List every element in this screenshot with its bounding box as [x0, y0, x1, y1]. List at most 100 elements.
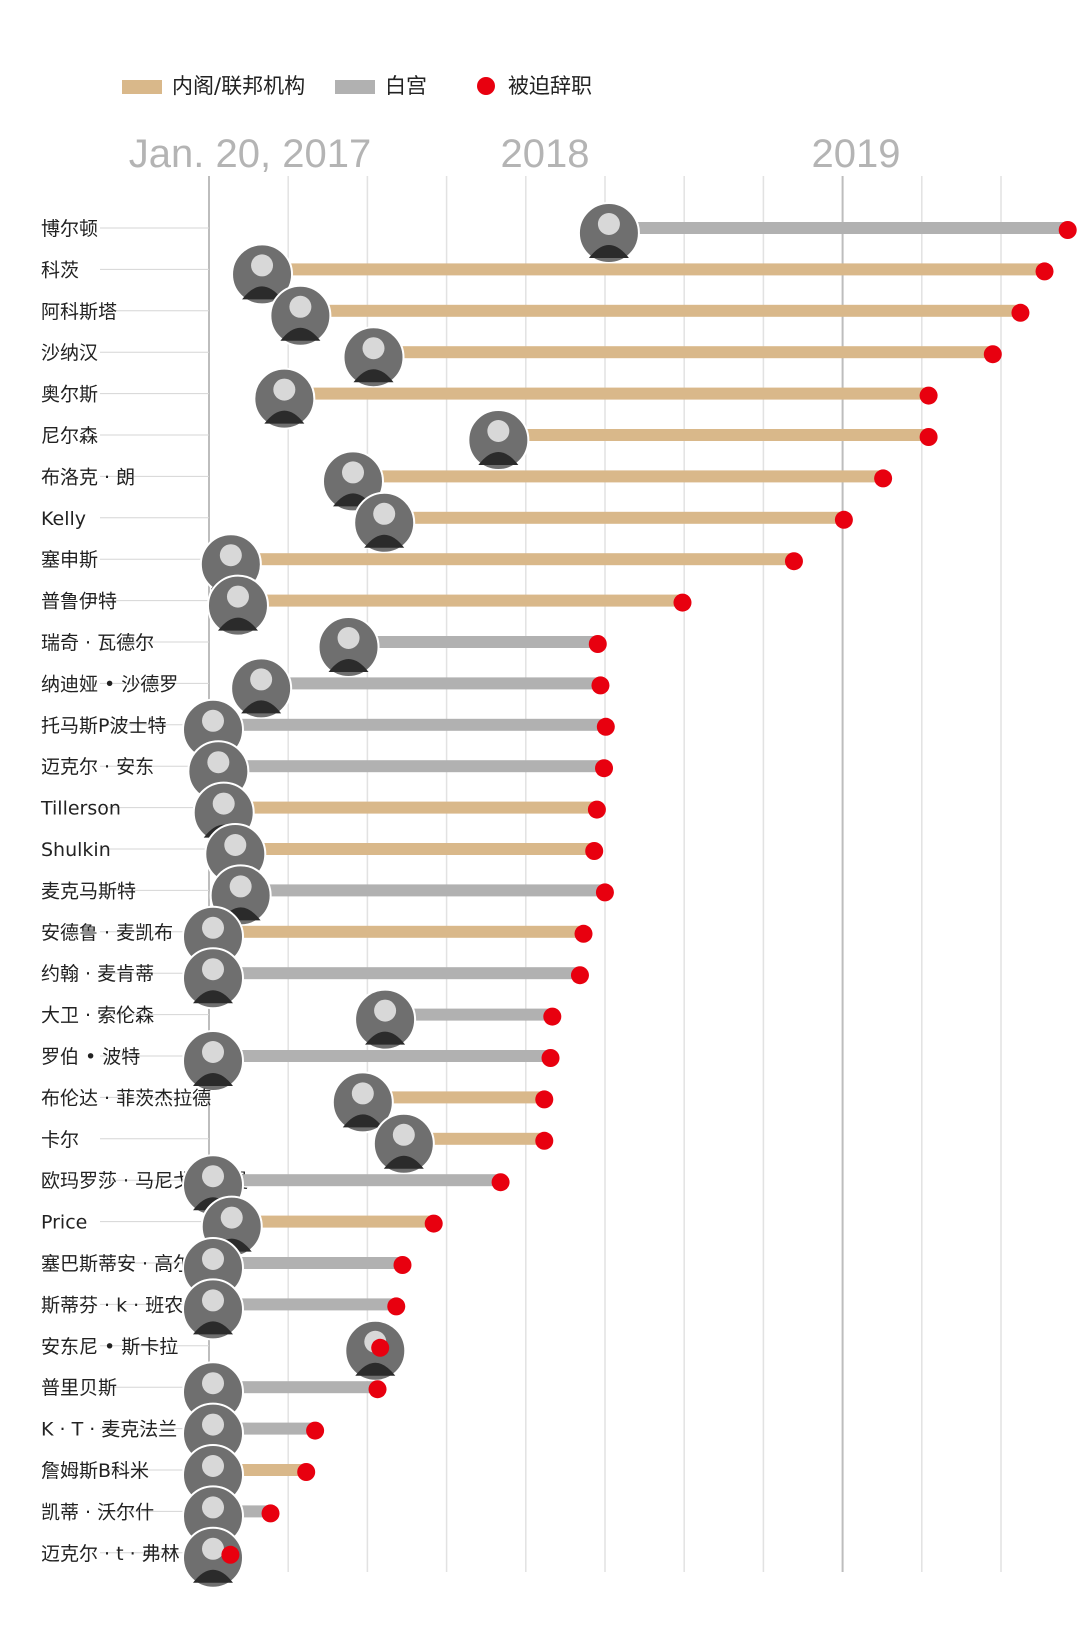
- timeline-row: 卡尔: [41, 1112, 554, 1175]
- tenure-bar: [209, 1298, 397, 1311]
- forced-resignation-dot: [1035, 262, 1054, 281]
- portrait-face: [392, 1123, 415, 1146]
- row-name-label: 安东尼 • 斯卡拉: [41, 1336, 178, 1358]
- tenure-bar: [209, 1257, 403, 1269]
- forced-resignation-dot: [585, 842, 604, 860]
- timeline-row: 布洛克 · 朗: [41, 450, 893, 513]
- tenure-bar: [380, 511, 844, 524]
- timeline-row: Price: [41, 1195, 443, 1258]
- grid: [208, 176, 1002, 1572]
- portrait-body: [242, 286, 283, 300]
- portrait-body: [241, 700, 282, 714]
- legend-label-cabinet: 内阁/联邦机构: [172, 74, 305, 98]
- row-name-label: 瑞奇 · 瓦德尔: [41, 632, 154, 654]
- legend-label-forced: 被迫辞职: [508, 74, 592, 98]
- tenure-bar: [209, 1174, 501, 1187]
- portrait-face: [202, 1372, 224, 1395]
- row-name-label: 奥尔斯: [41, 384, 98, 406]
- timeline-row: 普鲁伊特: [41, 574, 692, 637]
- timeline-row: 迈克尔 · 安东: [41, 740, 614, 803]
- forced-resignation-dot: [574, 924, 593, 943]
- row-name-label: 博尔顿: [41, 218, 98, 240]
- row-name-label: 塞巴斯蒂安 · 高尔卡: [41, 1253, 211, 1275]
- tenure-bar: [227, 1215, 434, 1228]
- row-name-label: 约翰 · 麦肯蒂: [41, 963, 154, 985]
- forced-resignation-dot: [919, 428, 938, 446]
- timeline-row: 安德鲁 · 麦凯布: [41, 905, 593, 968]
- portrait-face: [202, 1248, 224, 1270]
- legend-label-white-house: 白宫: [385, 74, 427, 98]
- tenure-bar: [358, 1091, 545, 1104]
- portrait-body: [353, 369, 394, 383]
- tenure-bar: [399, 1132, 545, 1145]
- tenure-bar: [296, 304, 1021, 317]
- tenure-bar: [209, 1381, 378, 1394]
- portrait-face: [250, 668, 273, 691]
- tenure-bar: [231, 843, 595, 855]
- row-name-label: 斯蒂芬 · k · 班农: [41, 1294, 183, 1316]
- timeline-row: 科茨: [41, 243, 1054, 306]
- forced-resignation-dot: [596, 717, 615, 736]
- row-name-label: 麦克马斯特: [41, 880, 136, 902]
- tenure-bar: [219, 801, 597, 814]
- portrait-face: [351, 1082, 374, 1105]
- tenure-bar: [209, 718, 606, 731]
- portrait-face: [220, 1206, 243, 1229]
- forced-resignation-dot: [595, 883, 614, 902]
- row-name-label: 科茨: [41, 259, 79, 281]
- x-tick-label: Jan. 20, 2017: [129, 132, 371, 176]
- forced-resignation-dot: [570, 966, 589, 985]
- forced-resignation-dot: [387, 1297, 406, 1316]
- portrait-face: [362, 337, 385, 360]
- row-name-label: 布伦达 · 菲茨杰拉德: [41, 1087, 211, 1109]
- row-name-label: 普鲁伊特: [41, 591, 117, 613]
- timeline-row: Kelly: [41, 491, 853, 554]
- portrait-face: [219, 544, 242, 567]
- tenure-bar: [369, 346, 993, 359]
- row-name-label: 詹姆斯B科米: [41, 1460, 149, 1482]
- portrait-body: [364, 534, 405, 548]
- forced-resignation-dot: [588, 635, 607, 653]
- timeline-row: 奥尔斯: [41, 367, 938, 430]
- row-name-label: 阿科斯塔: [41, 301, 117, 323]
- forced-resignation-dot: [983, 345, 1002, 364]
- portrait-body: [193, 1569, 233, 1583]
- row-name-label: Shulkin: [41, 839, 111, 861]
- timeline-row: 博尔顿: [41, 202, 1077, 264]
- row-name-label: 普里贝斯: [41, 1377, 117, 1399]
- forced-resignation-dot: [297, 1463, 316, 1481]
- forced-resignation-dot: [595, 759, 614, 778]
- forced-resignation-dot: [874, 469, 893, 488]
- legend: 内阁/联邦机构 白宫 被迫辞职: [122, 74, 592, 98]
- portrait-face: [341, 461, 364, 484]
- forced-resignation-dot: [306, 1421, 325, 1440]
- timeline-row: 麦克马斯特: [41, 864, 614, 927]
- row-name-label: 安德鲁 · 麦凯布: [41, 922, 173, 944]
- forced-resignation-dot: [424, 1214, 443, 1233]
- portrait-body: [217, 617, 258, 631]
- x-axis: Jan. 20, 2017 2018 2019: [129, 132, 901, 176]
- row-name-label: 罗伯 • 波特: [41, 1046, 140, 1068]
- forced-resignation-dot: [541, 1049, 560, 1067]
- row-name-label: 布洛克 · 朗: [41, 466, 135, 488]
- portrait-face: [224, 834, 247, 856]
- row-name-label: K · T · 麦克法兰: [41, 1419, 177, 1441]
- tenure-bar: [233, 594, 683, 607]
- tenure-bar: [604, 222, 1068, 234]
- timeline-row: 大卫 · 索伦森: [41, 988, 562, 1051]
- tenure-bar: [209, 1050, 551, 1062]
- portrait-face: [273, 378, 296, 401]
- timeline-row: 凯蒂 · 沃尔什: [41, 1485, 280, 1548]
- portrait-face: [202, 1537, 224, 1560]
- forced-resignation-dot: [591, 676, 610, 695]
- timeline-row: Tillerson: [40, 781, 606, 844]
- forced-resignation-dot: [261, 1504, 280, 1523]
- timeline-row: 沙纳汉: [41, 326, 1002, 389]
- forced-resignation-dot: [834, 510, 853, 529]
- portrait-body: [193, 1073, 233, 1086]
- portrait-face: [207, 751, 230, 774]
- portrait-face: [202, 916, 224, 939]
- tenure-bar: [494, 429, 929, 441]
- tenure-bar: [209, 925, 584, 938]
